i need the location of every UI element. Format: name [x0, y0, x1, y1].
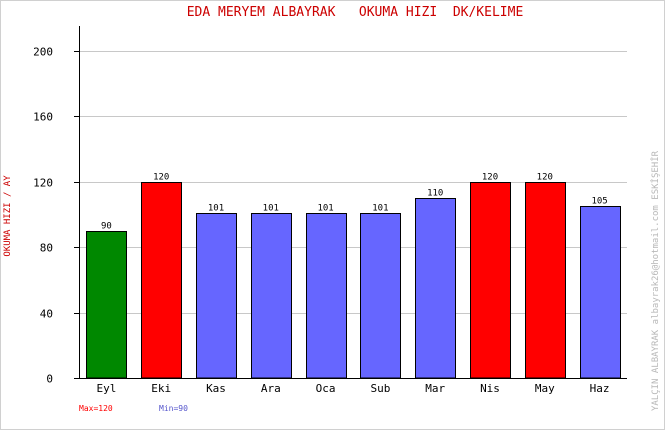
x-tick-label: May [535, 382, 555, 395]
min-value-note: Min=90 [159, 404, 188, 413]
x-tick-label: Ara [261, 382, 281, 395]
bar-value-label: 101 [208, 204, 224, 214]
chart-title: EDA MERYEM ALBAYRAK OKUMA HIZI DK/KELIME [187, 5, 524, 20]
axes: 0 40 80 120 160 200 Eyl Eki Kas Ara Oca Sub Mar Nis Ma… [33, 26, 627, 395]
x-tick-label: Mar [425, 382, 445, 395]
bar [360, 213, 401, 379]
y-tick-label: 120 [33, 177, 53, 190]
bar-value-label: 101 [263, 204, 279, 214]
y-tick-label: 0 [46, 373, 53, 386]
y-tick-label: 160 [33, 111, 53, 124]
x-tick-label: Nis [480, 382, 500, 395]
x-tick-label: Eki [151, 382, 171, 395]
bar [141, 182, 182, 379]
x-tick-label: Haz [590, 382, 610, 395]
bar [470, 182, 511, 379]
bar-value-label: 105 [591, 197, 607, 207]
bar-value-label: 120 [153, 173, 169, 183]
y-axis-label: OKUMA HIZI / AY [3, 175, 13, 257]
bar-value-label: 120 [537, 173, 553, 183]
bars: 90 120 101 101 101 101 110 120 120 105 [86, 173, 621, 379]
bar [251, 213, 292, 379]
bar [580, 206, 621, 379]
x-tick-label: Eyl [96, 382, 116, 395]
x-tick-label: Kas [206, 382, 226, 395]
max-value-note: Max=120 [79, 404, 113, 413]
bar-value-label: 110 [427, 189, 443, 199]
y-tick-label: 40 [40, 308, 53, 321]
x-tick-label: Sub [370, 382, 390, 395]
x-tick-label: Oca [316, 382, 336, 395]
bar [86, 231, 127, 379]
bar-value-label: 120 [482, 173, 498, 183]
bar [415, 198, 456, 379]
bar [196, 213, 237, 379]
bar [525, 182, 566, 379]
side-credit-text: YALÇIN ALBAYRAK albayrak26@hotmail.com E… [650, 150, 661, 411]
bar-value-label: 90 [101, 222, 112, 232]
bar [306, 213, 347, 379]
bar-value-label: 101 [372, 204, 388, 214]
y-tick-label: 200 [33, 46, 53, 59]
bar-value-label: 101 [317, 204, 333, 214]
y-tick-label: 80 [40, 242, 53, 255]
